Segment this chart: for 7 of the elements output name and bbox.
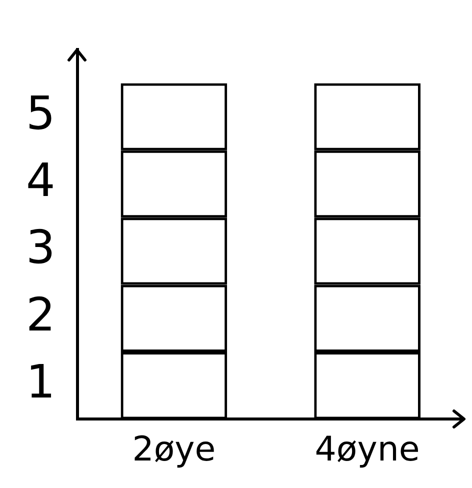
y-tick-label: 1 [26,354,56,409]
x-tick-label: 2øye [132,429,216,470]
y-tick-label: 4 [26,152,56,207]
x-tick-label: 4øyne [314,429,420,470]
y-tick-label: 2 [26,287,56,342]
y-tick-label: 5 [26,86,56,140]
y-tick-label: 3 [26,220,56,274]
